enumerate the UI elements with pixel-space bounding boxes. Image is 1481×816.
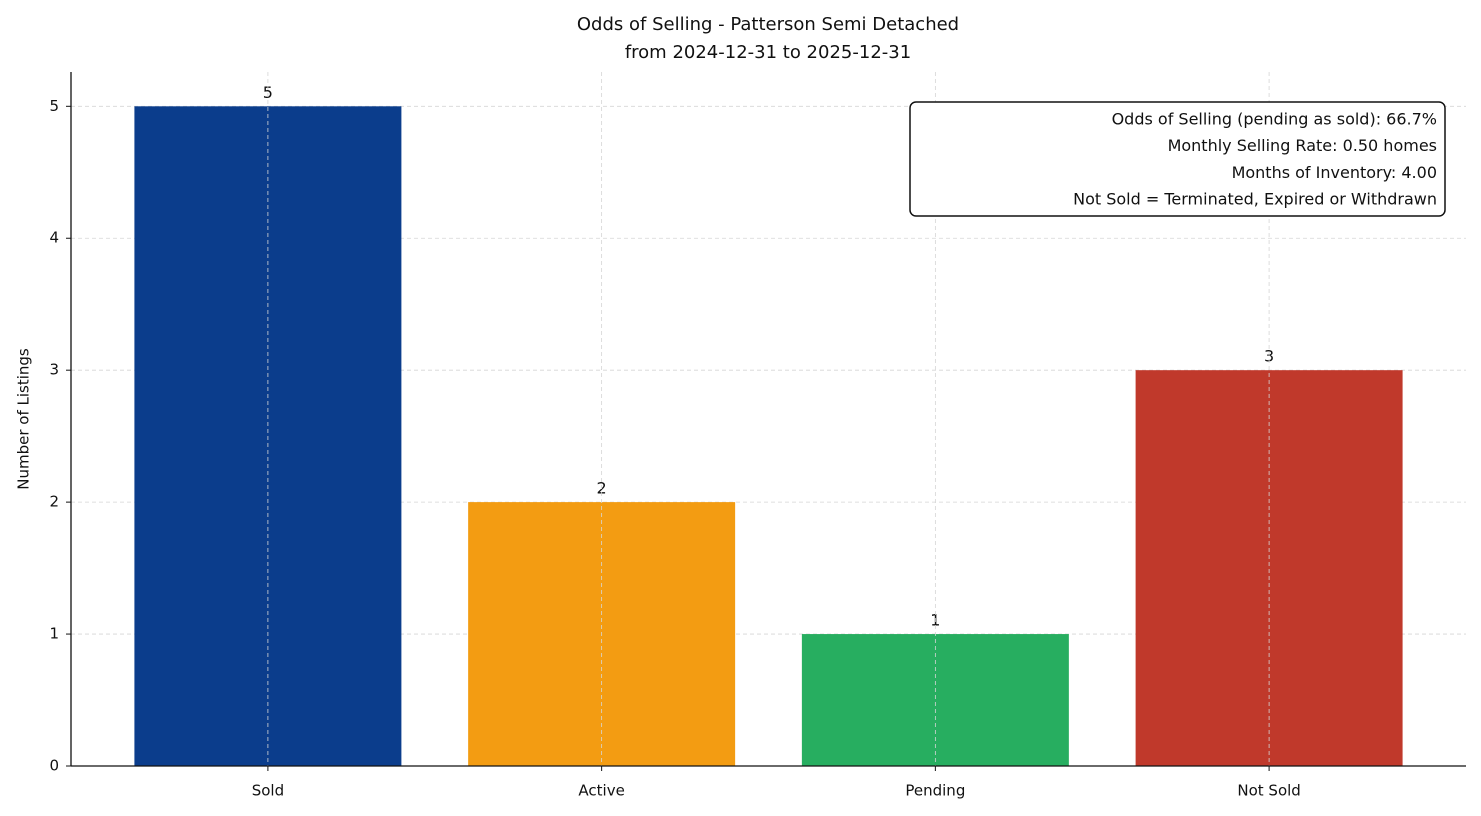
value-label: 3 (1264, 347, 1274, 366)
annotation: Odds of Selling (pending as sold): 66.7% (1112, 110, 1437, 129)
chart-subtitle: from 2024-12-31 to 2025-12-31 (625, 42, 911, 63)
x-tick-label: Not Sold (1237, 782, 1300, 800)
annotation: Months of Inventory: 4.00 (1232, 163, 1437, 182)
value-label: 5 (263, 83, 273, 102)
x-tick-label: Sold (252, 782, 284, 800)
y-tick-label: 1 (49, 625, 59, 643)
annotation: Not Sold = Terminated, Expired or Withdr… (1073, 190, 1437, 209)
annotation-box (909, 101, 1446, 217)
y-tick-label: 2 (49, 493, 59, 511)
annotation: Monthly Selling Rate: 0.50 homes (1168, 136, 1437, 155)
x-tick-label: Active (578, 782, 624, 800)
y-axis-label: Number of Listings (15, 348, 33, 490)
y-tick-label: 0 (49, 757, 59, 775)
y-tick-label: 5 (49, 97, 59, 115)
chart-title: Odds of Selling - Patterson Semi Detache… (577, 14, 959, 35)
y-tick-label: 4 (49, 229, 59, 247)
x-tick-label: Pending (905, 782, 965, 800)
y-tick-label: 3 (49, 361, 59, 379)
